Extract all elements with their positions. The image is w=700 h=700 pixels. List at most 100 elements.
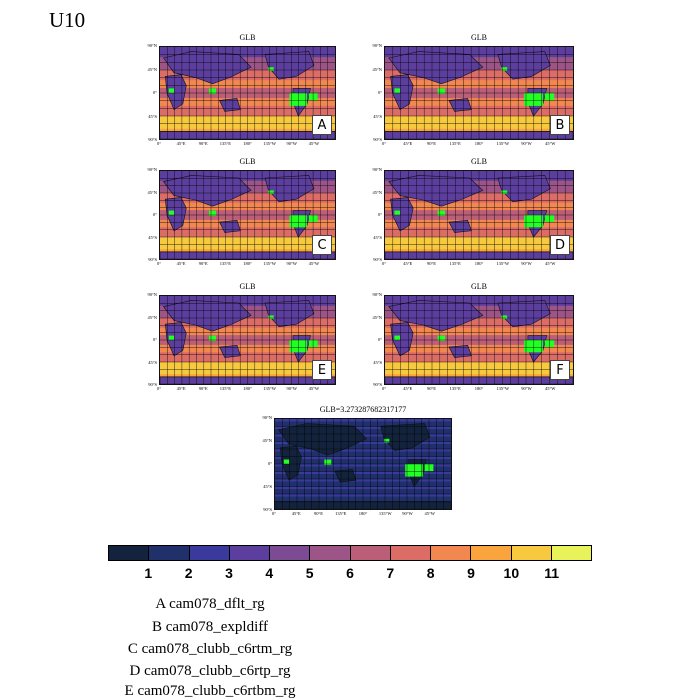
panel-letter: E: [312, 360, 332, 380]
continent: [162, 300, 252, 332]
significance-marker: [501, 190, 508, 194]
lat-tick-label: 90°N: [372, 292, 382, 297]
lon-tick-label: 45°E: [176, 386, 186, 391]
lon-tick-label: 135°E: [449, 386, 461, 391]
colorbar-swatch: [109, 546, 150, 560]
lon-tick-label: 135°E: [219, 261, 232, 266]
significance-marker: [405, 464, 423, 477]
lat-tick-label: 45°N: [372, 314, 382, 320]
lon-tick-label: 0°: [381, 261, 387, 266]
lon-tick-label: 90°E: [198, 386, 208, 391]
continent: [277, 423, 368, 456]
lon-tick-label: 0°: [271, 511, 277, 516]
figure-title: U10: [49, 8, 86, 32]
lat-tick-label: 0°: [152, 90, 157, 95]
lon-tick-label: 90°W: [402, 511, 413, 516]
significance-marker: [524, 340, 543, 353]
panel-title: GLB: [239, 157, 256, 166]
lon-tick-label: 45°E: [176, 261, 186, 266]
lon-tick-label: 135°W: [263, 141, 277, 146]
lon-tick-label: 90°E: [426, 141, 437, 146]
continent: [264, 300, 315, 328]
significance-marker: [209, 210, 216, 216]
lon-tick-label: 0°: [156, 261, 162, 266]
continent: [380, 423, 431, 451]
lon-tick-label: 45°W: [424, 511, 436, 516]
significance-marker: [283, 459, 290, 464]
significance-marker: [437, 210, 446, 216]
lon-tick-label: 180°: [474, 386, 484, 391]
colorbar-tick-label: 7: [386, 565, 395, 581]
lon-tick-label: 135°W: [496, 261, 510, 266]
colorbar-swatch: [511, 546, 552, 560]
colorbar-tick-label: 1: [144, 565, 153, 581]
lon-tick-label: 45°W: [308, 261, 320, 266]
panel-letter: C: [312, 235, 332, 255]
lat-tick-label: 45°N: [147, 314, 157, 320]
significance-marker: [268, 315, 274, 319]
lon-tick-label: 90°E: [198, 141, 208, 146]
lon-tick-label: 45°W: [544, 386, 556, 391]
continent: [162, 51, 252, 85]
panel-letter: D: [550, 235, 570, 255]
lon-tick-label: 45°E: [403, 386, 413, 391]
lat-tick-label: 90°S: [373, 382, 382, 387]
continent: [264, 175, 315, 203]
lat-tick-label: 90°S: [373, 257, 382, 262]
colorbar-swatch: [431, 546, 472, 560]
lon-tick-label: 90°E: [198, 261, 208, 266]
map-plot: [274, 418, 452, 510]
lon-tick-label: 90°E: [426, 261, 437, 266]
panel-letter: A: [312, 115, 332, 135]
lat-tick-label: 45°N: [372, 189, 382, 195]
map-svg: [385, 171, 573, 259]
lon-tick-label: 135°E: [449, 141, 461, 146]
lon-tick-label: 180°: [243, 141, 252, 146]
lat-tick-label: 90°S: [148, 382, 157, 387]
significance-marker: [289, 340, 307, 353]
lat-tick-label: 45°S: [148, 113, 157, 119]
lat-tick-label: 45°S: [373, 113, 382, 119]
significance-marker: [289, 93, 307, 106]
lat-tick-label: 45°S: [263, 484, 272, 489]
lon-tick-label: 180°: [474, 261, 484, 266]
lon-tick-label: 45°E: [403, 141, 413, 146]
significance-marker: [501, 315, 508, 319]
lat-tick-label: 45°N: [262, 438, 272, 443]
lat-tick-label: 45°S: [373, 234, 382, 240]
lat-tick-label: 0°: [267, 461, 272, 466]
colorbar-swatch: [350, 546, 391, 560]
lon-tick-label: 180°: [358, 511, 368, 516]
lon-tick-label: 90°W: [521, 261, 532, 266]
lon-tick-label: 90°W: [521, 141, 532, 146]
lat-tick-label: 45°S: [148, 359, 157, 365]
lon-tick-label: 135°E: [335, 511, 347, 516]
lon-tick-label: 180°: [243, 261, 252, 266]
continent: [497, 51, 551, 80]
colorbar-swatch: [551, 546, 591, 560]
continent: [497, 300, 551, 328]
legend-line: D cam078_clubb_c6rtp_rg: [129, 663, 291, 679]
panel-title: GLB: [239, 282, 256, 291]
lat-tick-label: 0°: [152, 212, 157, 217]
colorbar-swatch: [390, 546, 431, 560]
map-svg: [385, 47, 573, 139]
lon-tick-label: 0°: [381, 141, 387, 146]
lon-tick-label: 45°W: [308, 141, 320, 146]
lat-tick-label: 90°N: [147, 167, 157, 172]
legend-line: E cam078_clubb_c6rtbm_rg: [124, 683, 296, 699]
panel-title: GLB: [471, 33, 487, 42]
legend-line: A cam078_dflt_rg: [155, 596, 265, 612]
continent: [264, 51, 315, 80]
map-svg: [160, 296, 335, 384]
colorbar-tick-label: 9: [467, 565, 475, 581]
lon-tick-label: 135°E: [449, 261, 461, 266]
lon-tick-label: 0°: [381, 386, 387, 391]
colorbar-tick-label: 10: [503, 565, 520, 581]
panel-title: GLB=3.273287682317177: [319, 405, 407, 414]
lon-tick-label: 135°W: [496, 386, 510, 391]
colorbar-swatch: [471, 546, 512, 560]
map-plot: [159, 46, 336, 140]
lat-tick-label: 90°N: [147, 43, 157, 48]
lat-tick-label: 0°: [377, 212, 382, 217]
